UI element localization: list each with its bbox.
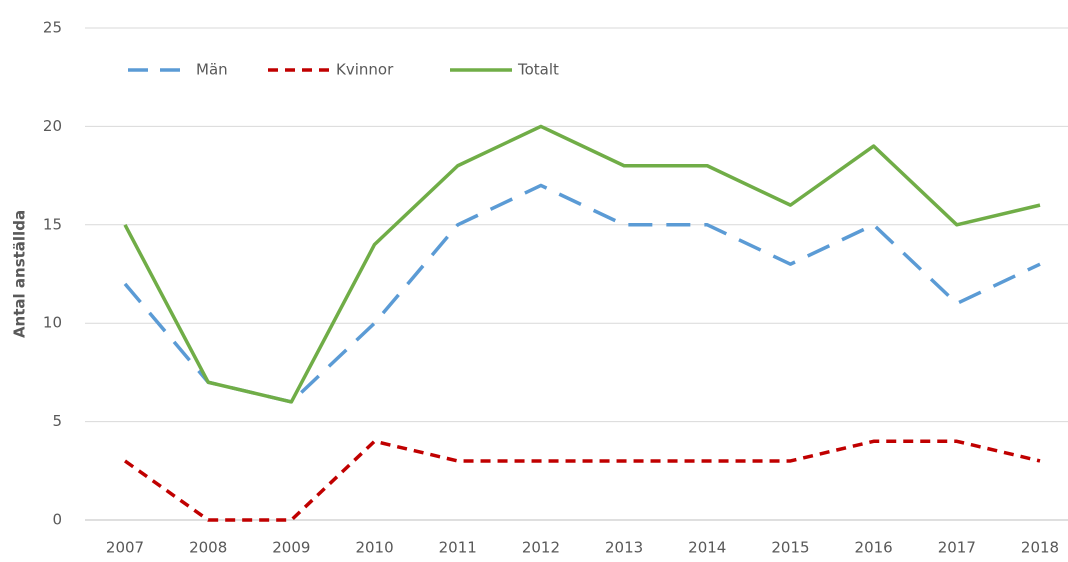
legend-label: Totalt xyxy=(517,61,559,79)
y-tick-label: 0 xyxy=(52,511,62,529)
x-tick-label: 2013 xyxy=(605,539,643,557)
x-tick-label: 2007 xyxy=(106,539,144,557)
legend-label: Män xyxy=(196,61,228,79)
x-tick-label: 2012 xyxy=(522,539,560,557)
x-tick-label: 2010 xyxy=(355,539,393,557)
y-tick-label: 20 xyxy=(43,117,62,135)
y-axis-label: Antal anställda xyxy=(11,210,29,338)
y-tick-label: 10 xyxy=(43,314,62,332)
x-tick-label: 2017 xyxy=(938,539,976,557)
x-tick-label: 2014 xyxy=(688,539,726,557)
y-tick-label: 15 xyxy=(43,215,62,233)
x-tick-label: 2008 xyxy=(189,539,227,557)
line-series xyxy=(123,183,1041,404)
line-series xyxy=(123,439,1041,522)
legend-label: Kvinnor xyxy=(336,61,394,79)
y-tick-label: 25 xyxy=(43,19,62,37)
x-tick-label: 2015 xyxy=(771,539,809,557)
x-tick-label: 2011 xyxy=(439,539,477,557)
x-tick-label: 2016 xyxy=(855,539,893,557)
x-tick-label: 2009 xyxy=(272,539,310,557)
line-series xyxy=(123,124,1041,404)
x-tick-label: 2018 xyxy=(1021,539,1059,557)
y-tick-label: 5 xyxy=(52,412,62,430)
